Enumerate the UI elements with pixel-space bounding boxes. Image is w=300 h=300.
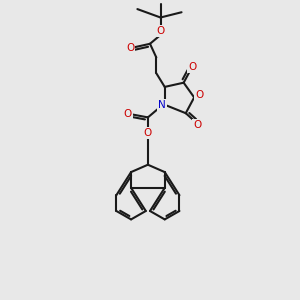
Text: O: O bbox=[124, 109, 132, 119]
Text: O: O bbox=[188, 62, 196, 72]
Text: O: O bbox=[144, 128, 152, 138]
Text: N: N bbox=[158, 100, 166, 110]
Text: O: O bbox=[126, 43, 134, 53]
Text: O: O bbox=[195, 90, 203, 100]
Text: O: O bbox=[156, 26, 165, 36]
Text: O: O bbox=[193, 120, 201, 130]
